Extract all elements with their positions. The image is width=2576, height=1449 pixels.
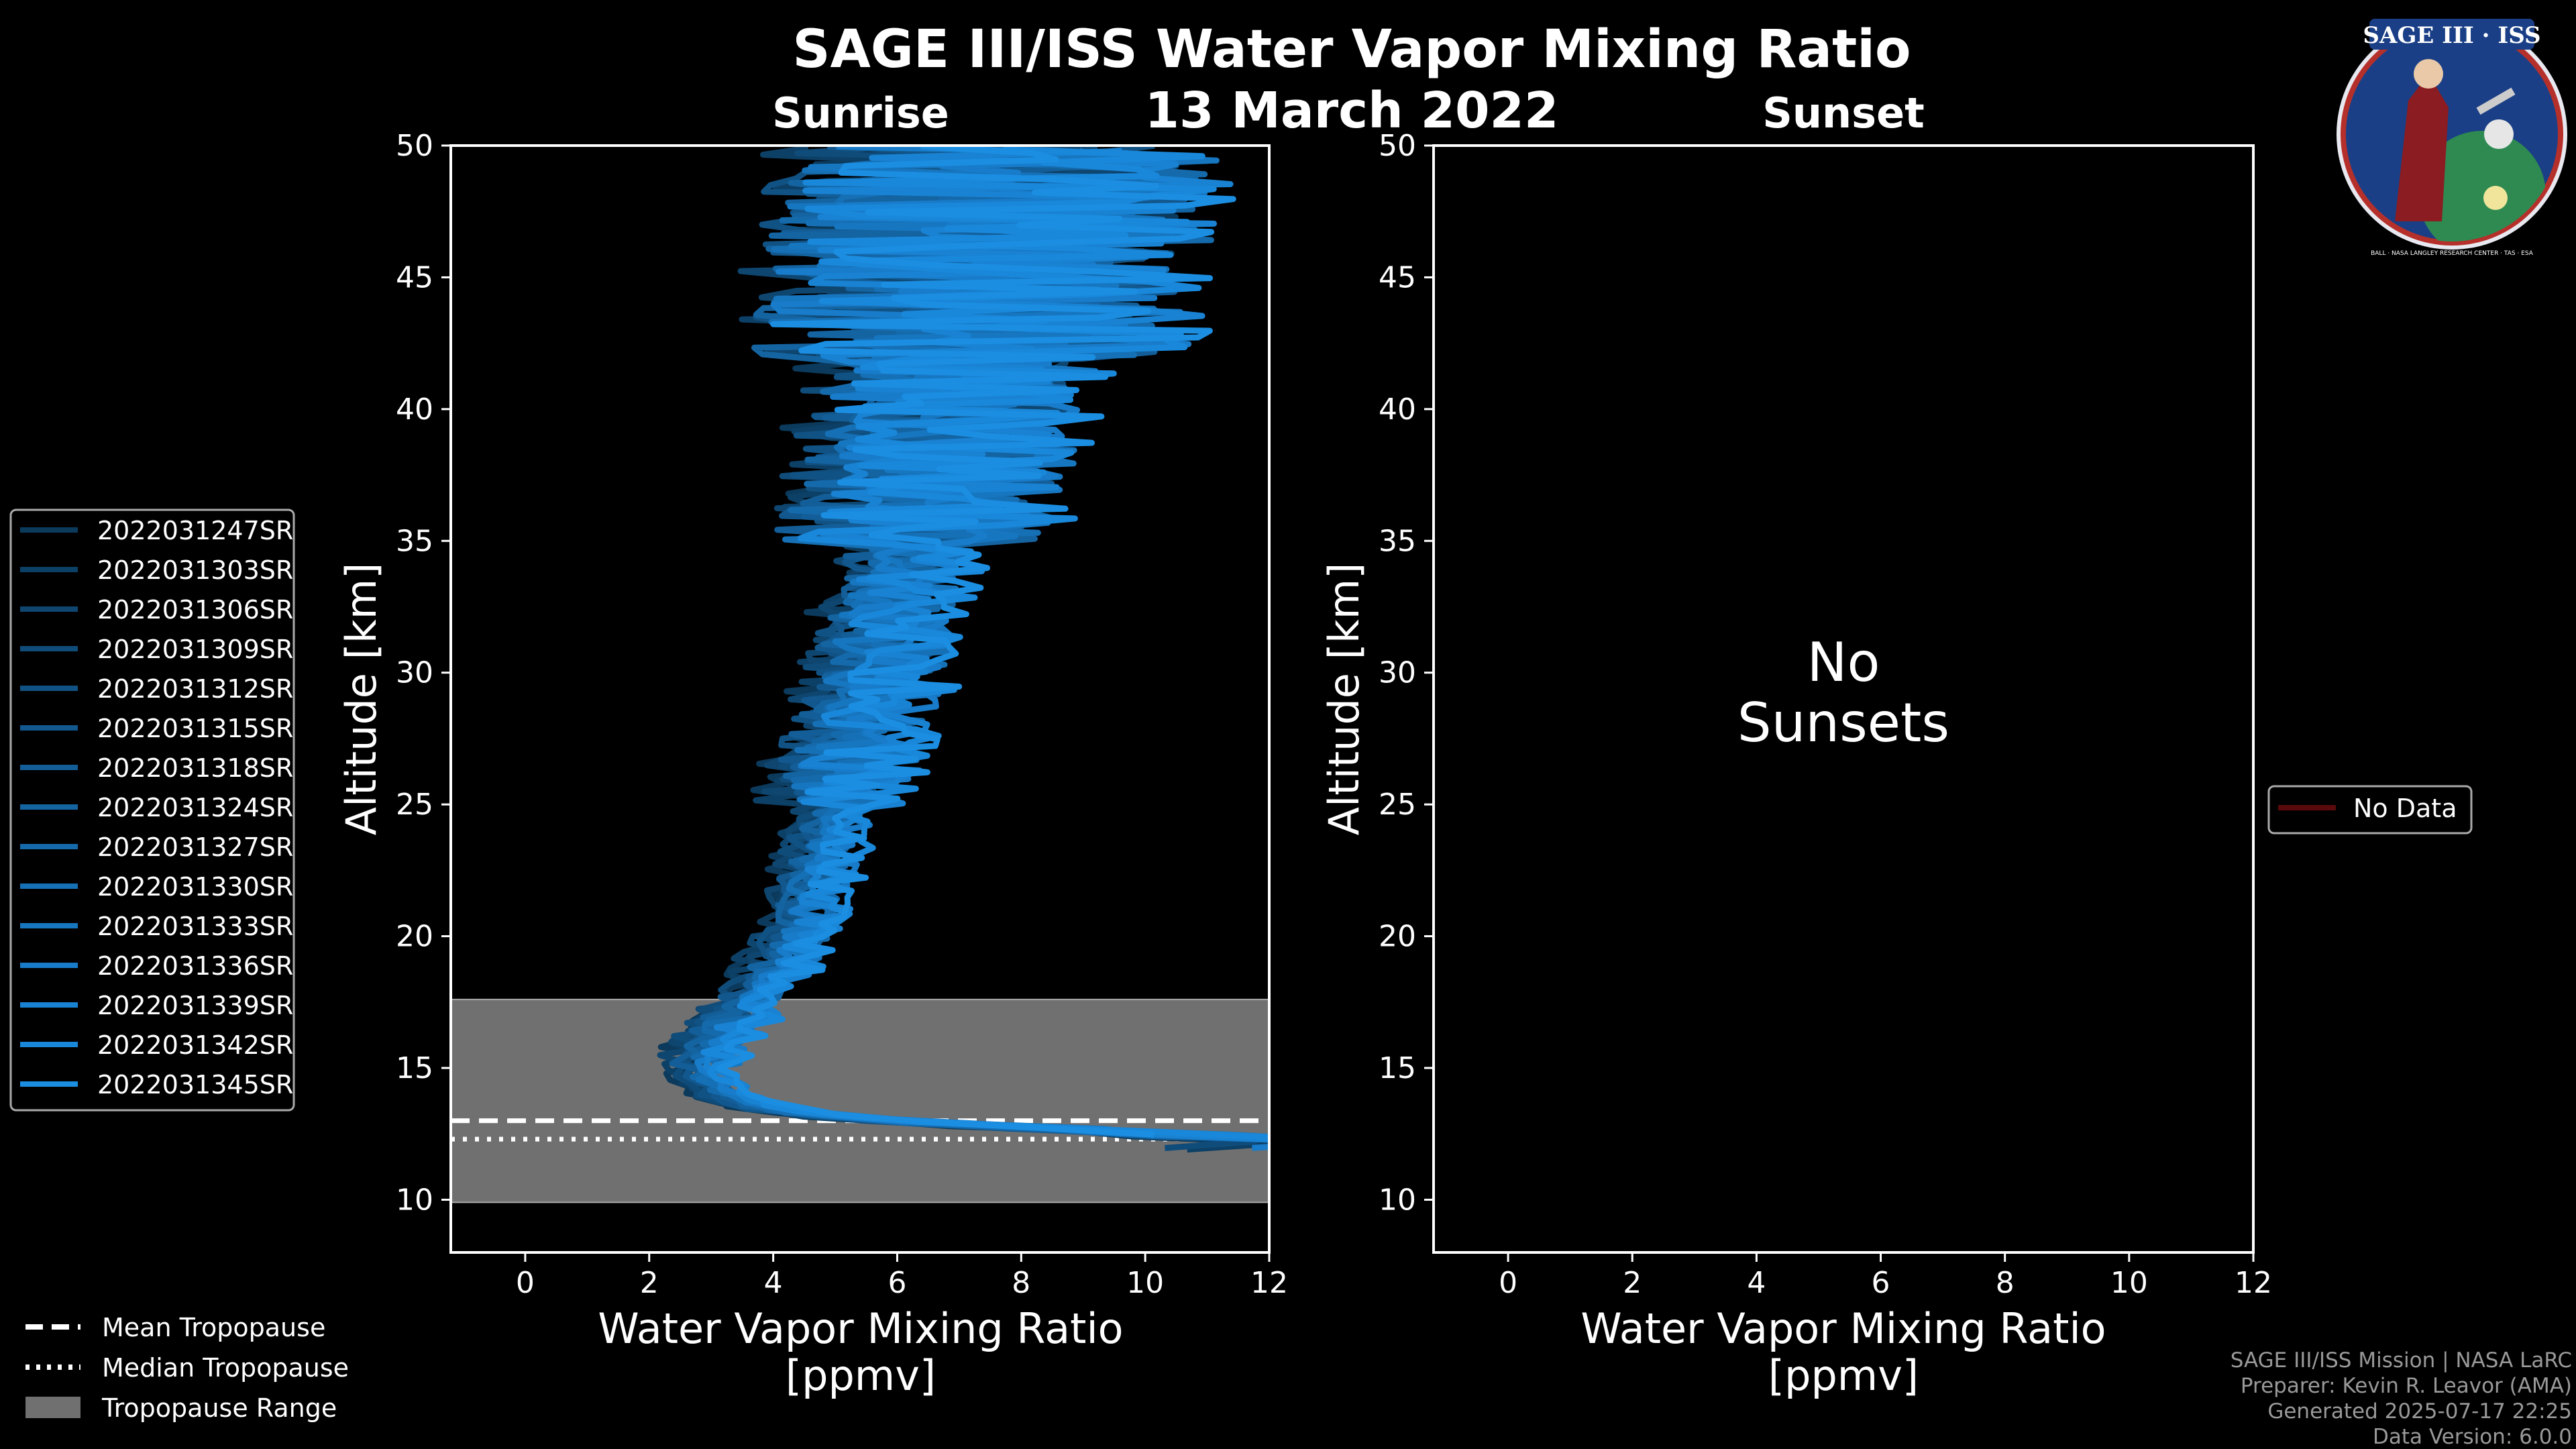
sunrise-ytick-label: 50 <box>396 129 433 163</box>
sunrise-ytick-label: 25 <box>396 788 433 822</box>
sage-iii-iss-logo: SAGE III · ISS BALL · NASA LANGLEY RESEA… <box>2337 19 2567 257</box>
profile-line-2022031345SR <box>716 146 1236 1138</box>
sunset-ytick-label: 40 <box>1379 392 1416 427</box>
no-sunsets-line1: No <box>1807 631 1880 694</box>
sunset-xtick-label: 0 <box>1499 1266 1517 1300</box>
footer-preparer: Preparer: Kevin R. Leavor (AMA) <box>2241 1374 2572 1398</box>
logo-text-bottom: BALL · NASA LANGLEY RESEARCH CENTER · TA… <box>2371 250 2534 257</box>
legend-label-2022031315SR: 2022031315SR <box>97 714 293 743</box>
legend-label-2022031330SR: 2022031330SR <box>97 872 293 902</box>
sunset-xlabel-line1: Water Vapor Mixing Ratio <box>1580 1304 2106 1353</box>
figure-title: SAGE III/ISS Water Vapor Mixing Ratio <box>792 19 1911 80</box>
sunrise-panel-title: Sunrise <box>772 89 949 138</box>
sunrise-xtick-label: 10 <box>1126 1266 1164 1300</box>
figure-date: 13 March 2022 <box>1144 82 1558 140</box>
sunset-xlabel-line2: [ppmv] <box>1768 1351 1919 1400</box>
sunrise-ytick-label: 30 <box>396 656 433 690</box>
mean-tropopause-label: Mean Tropopause <box>102 1313 325 1342</box>
legend-label-2022031327SR: 2022031327SR <box>97 833 293 862</box>
sunset-xtick-label: 10 <box>2110 1266 2148 1300</box>
legend-label-2022031303SR: 2022031303SR <box>97 555 293 585</box>
footer-version: Data Version: 6.0.0 <box>2373 1425 2572 1449</box>
no-sunsets-line2: Sunsets <box>1737 692 1949 754</box>
sunset-ytick-label: 35 <box>1379 524 1416 558</box>
sunset-ylabel: Altitude [km] <box>1320 563 1368 836</box>
sunset-ytick-label: 25 <box>1379 788 1416 822</box>
sunrise-ylabel: Altitude [km] <box>337 563 386 836</box>
sunrise-ytick-label: 10 <box>396 1183 433 1217</box>
sunset-xtick-label: 6 <box>1872 1266 1890 1300</box>
series-legend: 2022031247SR 2022031303SR 2022031306SR 2022… <box>9 508 295 1112</box>
legend-label-2022031324SR: 2022031324SR <box>97 793 293 822</box>
legend-label-2022031306SR: 2022031306SR <box>97 595 293 625</box>
sunset-xtick-label: 8 <box>1996 1266 2015 1300</box>
footer-mission: SAGE III/ISS Mission | NASA LaRC <box>2231 1348 2572 1373</box>
legend-label-2022031247SR: 2022031247SR <box>97 516 293 545</box>
legend-label-2022031336SR: 2022031336SR <box>97 951 293 981</box>
legend-label-2022031342SR: 2022031342SR <box>97 1030 293 1060</box>
sunrise-xtick-label: 2 <box>640 1266 659 1300</box>
legend-label-2022031312SR: 2022031312SR <box>97 674 293 704</box>
sunset-ytick-label: 30 <box>1379 656 1416 690</box>
sunset-ytick-label: 15 <box>1379 1051 1416 1085</box>
sunset-xtick-label: 2 <box>1623 1266 1642 1300</box>
tropopause-legend: Mean Tropopause Median Tropopause Tropop… <box>25 1313 349 1423</box>
sunset-xtick-label: 12 <box>2235 1266 2272 1300</box>
sunset-plot: 0 2 4 6 8 10 12 10 15 20 25 30 35 40 45 50 <box>1379 129 2272 1300</box>
sunset-ytick-label: 45 <box>1379 260 1416 294</box>
sunset-ytick-label: 20 <box>1379 920 1416 954</box>
tropopause-range-label: Tropopause Range <box>101 1393 337 1423</box>
sunrise-ytick-label: 20 <box>396 920 433 954</box>
sunset-ytick-label: 10 <box>1379 1183 1416 1217</box>
legend-label-2022031318SR: 2022031318SR <box>97 753 293 783</box>
sunrise-xlabel-line1: Water Vapor Mixing Ratio <box>598 1304 1123 1353</box>
sunset-ytick-label: 50 <box>1379 129 1416 163</box>
legend-label-2022031309SR: 2022031309SR <box>97 635 293 664</box>
sunrise-ytick-label: 45 <box>396 260 433 294</box>
tropopause-range-band <box>450 998 1270 1203</box>
sunrise-plot: 0 2 4 6 8 10 12 10 15 20 25 30 35 40 45 50 <box>396 129 1288 1300</box>
sunrise-xtick-label: 4 <box>764 1266 783 1300</box>
legend-label-2022031345SR: 2022031345SR <box>97 1070 293 1099</box>
median-tropopause-label: Median Tropopause <box>102 1353 349 1383</box>
sunrise-xtick-label: 12 <box>1250 1266 1288 1300</box>
logo-text-top: SAGE III · ISS <box>2363 22 2540 49</box>
legend-label-2022031333SR: 2022031333SR <box>97 912 293 941</box>
sunrise-xtick-label: 0 <box>516 1266 535 1300</box>
sunrise-ytick-label: 15 <box>396 1051 433 1085</box>
sunset-xtick-label: 4 <box>1747 1266 1766 1300</box>
sunrise-ytick-label: 35 <box>396 524 433 558</box>
profile-line-2022031339SR <box>703 148 1269 1143</box>
sunrise-xtick-label: 6 <box>888 1266 906 1300</box>
sunset-panel-title: Sunset <box>1762 89 1925 138</box>
sunrise-xlabel-line2: [ppmv] <box>786 1351 936 1400</box>
sunrise-ytick-label: 40 <box>396 392 433 427</box>
tropopause-range-swatch <box>25 1397 80 1418</box>
legend-label-2022031339SR: 2022031339SR <box>97 991 293 1020</box>
footer-generated: Generated 2025-07-17 22:25 <box>2267 1399 2572 1424</box>
sunrise-xtick-label: 8 <box>1012 1266 1030 1300</box>
no-data-legend-label: No Data <box>2353 794 2457 823</box>
no-data-legend: No Data <box>2267 785 2473 835</box>
